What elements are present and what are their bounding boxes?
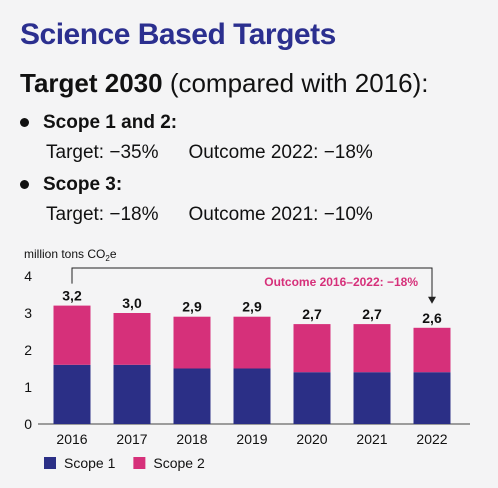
scope12-target: Target: −35% [46, 142, 159, 163]
scope3-outcome: Outcome 2021: −10% [188, 204, 373, 225]
y-tick-label: 3 [24, 305, 32, 321]
scope12-line: Target: −35% Outcome 2022: −18% [46, 142, 373, 164]
bar-scope1 [173, 368, 211, 424]
bar-scope1 [293, 372, 331, 424]
annotation-label: Outcome 2016–2022: −18% [264, 275, 418, 289]
page-subtitle: Target 2030 (compared with 2016): [20, 68, 429, 99]
bar-scope1 [53, 364, 91, 424]
y-tick-label: 1 [24, 379, 32, 395]
scope3-label: Scope 3: [43, 174, 123, 195]
bullet-icon [20, 180, 29, 190]
bar-scope1 [413, 372, 451, 424]
bar-scope2 [233, 316, 271, 369]
scope3-target: Target: −18% [46, 204, 159, 225]
total-label: 2,7 [362, 306, 382, 322]
page-title: Science Based Targets [20, 18, 336, 51]
x-tick-label: 2022 [416, 431, 447, 447]
total-label: 2,6 [422, 310, 442, 326]
x-tick-label: 2017 [116, 431, 147, 447]
x-tick-label: 2019 [236, 431, 267, 447]
annotation-bracket [71, 267, 433, 298]
y-tick-label: 0 [24, 416, 32, 432]
bar-scope2 [173, 316, 211, 369]
annotation-arrow-icon [428, 296, 436, 304]
bullet-icon [20, 118, 29, 128]
bar-scope1 [113, 364, 151, 424]
bar-scope1 [353, 372, 391, 424]
bar-scope1 [233, 368, 271, 424]
y-axis-label: million tons CO2e [24, 247, 117, 263]
bar-scope2 [413, 327, 451, 373]
legend-swatch [133, 457, 146, 469]
bar-scope2 [353, 324, 391, 373]
x-tick-label: 2018 [176, 431, 207, 447]
total-label: 2,7 [302, 306, 322, 322]
x-tick-label: 2020 [296, 431, 327, 447]
subtitle-rest: (compared with 2016): [162, 68, 429, 98]
bar-scope2 [113, 313, 151, 365]
total-label: 2,9 [242, 299, 262, 315]
scope3-heading: Scope 3: [20, 174, 122, 196]
bar-scope2 [293, 324, 331, 373]
bar-scope2 [53, 305, 91, 365]
legend-swatch [44, 457, 56, 469]
x-tick-label: 2016 [56, 431, 87, 447]
total-label: 3,0 [122, 295, 142, 311]
total-label: 3,2 [62, 288, 82, 304]
y-tick-label: 4 [24, 268, 32, 284]
legend-label: Scope 1 [64, 455, 116, 471]
legend-label: Scope 2 [153, 455, 205, 471]
subtitle-bold: Target 2030 [20, 68, 163, 98]
scope12-outcome: Outcome 2022: −18% [188, 142, 373, 163]
scope3-line: Target: −18% Outcome 2021: −10% [46, 204, 373, 226]
scope12-heading: Scope 1 and 2: [20, 112, 177, 134]
total-label: 2,9 [182, 299, 202, 315]
x-tick-label: 2021 [356, 431, 387, 447]
y-tick-label: 2 [24, 342, 32, 358]
scope12-label: Scope 1 and 2: [43, 112, 178, 133]
